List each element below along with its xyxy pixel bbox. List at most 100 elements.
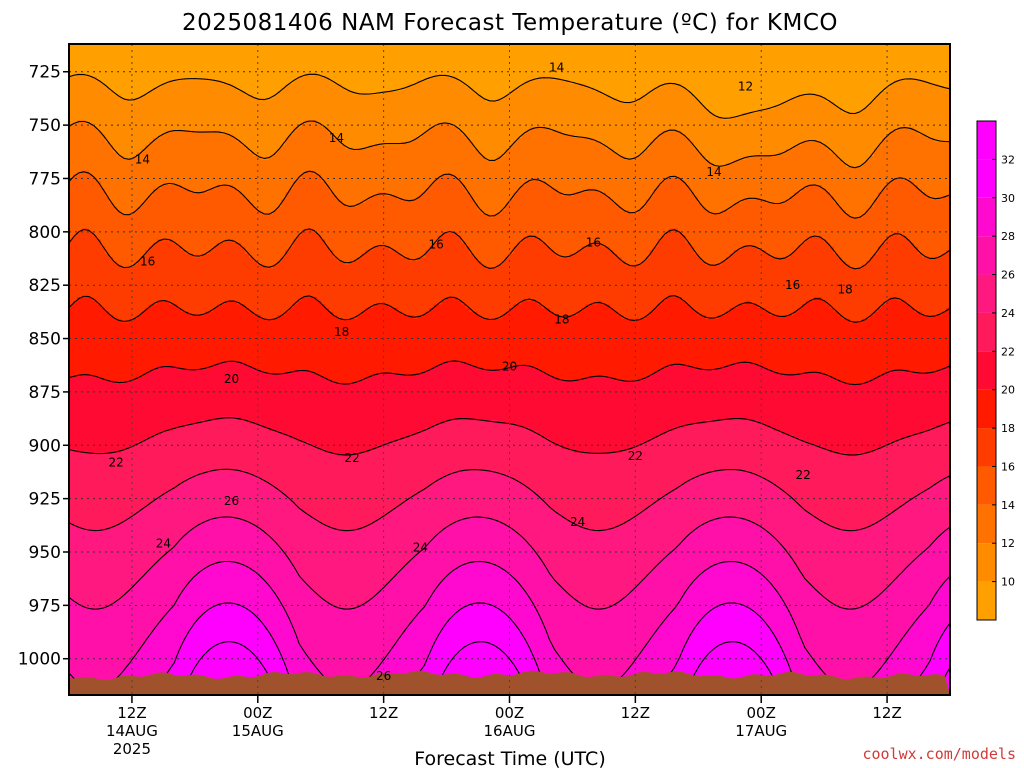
temperature-cell (825, 101, 831, 150)
temperature-cell (249, 257, 254, 313)
temperature-cell (681, 647, 687, 696)
temperature-cell (477, 94, 483, 154)
temperature-cell (661, 622, 667, 685)
temperature-cell (229, 416, 234, 472)
temperature-cell (265, 535, 270, 584)
temperature-cell (633, 101, 639, 157)
temperature-cell (946, 141, 951, 197)
temperature-cell (401, 633, 406, 696)
temperature-cell (117, 318, 122, 385)
temperature-cell (213, 308, 218, 367)
temperature-cell (337, 199, 342, 262)
temperature-cell (909, 561, 915, 627)
temperature-cell (669, 611, 675, 671)
temperature-cell (77, 376, 82, 454)
temperature-cell (169, 130, 174, 186)
temperature-cell (313, 517, 318, 595)
temperature-cell (773, 430, 779, 486)
temperature-cell (165, 130, 170, 186)
temperature-cell (189, 423, 194, 479)
credit-link[interactable]: coolwx.com/models (862, 745, 1016, 763)
temperature-cell (485, 604, 491, 696)
temperature-cell (313, 72, 318, 121)
temperature-cell (525, 365, 531, 428)
temperature-cell (889, 181, 895, 237)
temperature-cell (689, 423, 695, 479)
temperature-cell (205, 470, 210, 522)
temperature-cell (645, 575, 651, 645)
temperature-cell (445, 76, 451, 125)
temperature-cell (309, 517, 314, 591)
temperature-cell (181, 427, 186, 483)
temperature-cell (513, 626, 519, 696)
temperature-cell (401, 373, 406, 439)
temperature-cell (137, 510, 142, 580)
temperature-cell (97, 376, 102, 454)
temperature-cell (313, 174, 318, 233)
temperature-cell (897, 235, 903, 302)
temperature-cell (929, 315, 935, 374)
temperature-cell (257, 619, 262, 696)
temperature-cell (841, 383, 847, 454)
temperature-cell (897, 506, 903, 577)
temperature-cell (189, 528, 194, 580)
temperature-cell (477, 44, 483, 96)
temperature-cell (697, 575, 703, 624)
temperature-cell (497, 474, 503, 522)
temperature-cell (581, 246, 587, 309)
temperature-cell (657, 434, 663, 501)
temperature-cell (453, 44, 459, 78)
temperature-cell (273, 210, 278, 266)
temperature-cell (653, 308, 659, 374)
temperature-cell (417, 611, 422, 674)
temperature-cell (329, 44, 334, 81)
temperature-cell (909, 242, 915, 309)
temperature-cell (533, 430, 539, 494)
temperature-cell (113, 383, 118, 454)
temperature-cell (249, 568, 254, 613)
temperature-cell (121, 449, 126, 522)
temperature-cell (781, 546, 787, 602)
temperature-cell (161, 496, 166, 559)
temperature-cell (645, 441, 651, 508)
temperature-cell (737, 517, 743, 562)
temperature-cell (681, 539, 687, 595)
temperature-cell (293, 633, 298, 696)
temperature-cell (645, 315, 651, 378)
temperature-cell (877, 593, 883, 671)
temperature-cell (301, 76, 306, 125)
temperature-cell (641, 318, 647, 381)
colorbar-tick-label: 14 (1001, 499, 1015, 512)
temperature-cell (285, 557, 290, 617)
temperature-cell (249, 525, 254, 570)
temperature-cell (845, 166, 851, 215)
colorbar-swatch (977, 351, 996, 390)
temperature-cell (893, 80, 899, 132)
temperature-cell (225, 83, 230, 136)
temperature-cell (533, 608, 539, 664)
temperature-cell (345, 44, 350, 92)
temperature-cell (593, 141, 599, 190)
temperature-cell (281, 315, 286, 374)
temperature-cell (521, 83, 527, 136)
temperature-cell (481, 264, 487, 320)
temperature-cell (541, 127, 547, 183)
temperature-cell (261, 532, 266, 580)
temperature-cell (517, 242, 523, 305)
temperature-cell (857, 112, 863, 168)
temperature-cell (441, 478, 447, 530)
temperature-cell (485, 561, 491, 606)
temperature-cell (261, 98, 266, 161)
contour-label: 20 (502, 359, 517, 373)
temperature-cell (741, 604, 747, 696)
temperature-cell (469, 561, 475, 606)
temperature-cell (357, 380, 362, 454)
temperature-cell (209, 420, 214, 472)
temperature-cell (705, 420, 711, 475)
temperature-cell (765, 44, 771, 110)
temperature-cell (209, 311, 214, 367)
temperature-cell (505, 203, 511, 258)
contour-label: 22 (628, 449, 643, 463)
temperature-cell (677, 543, 683, 602)
temperature-cell (769, 369, 775, 428)
